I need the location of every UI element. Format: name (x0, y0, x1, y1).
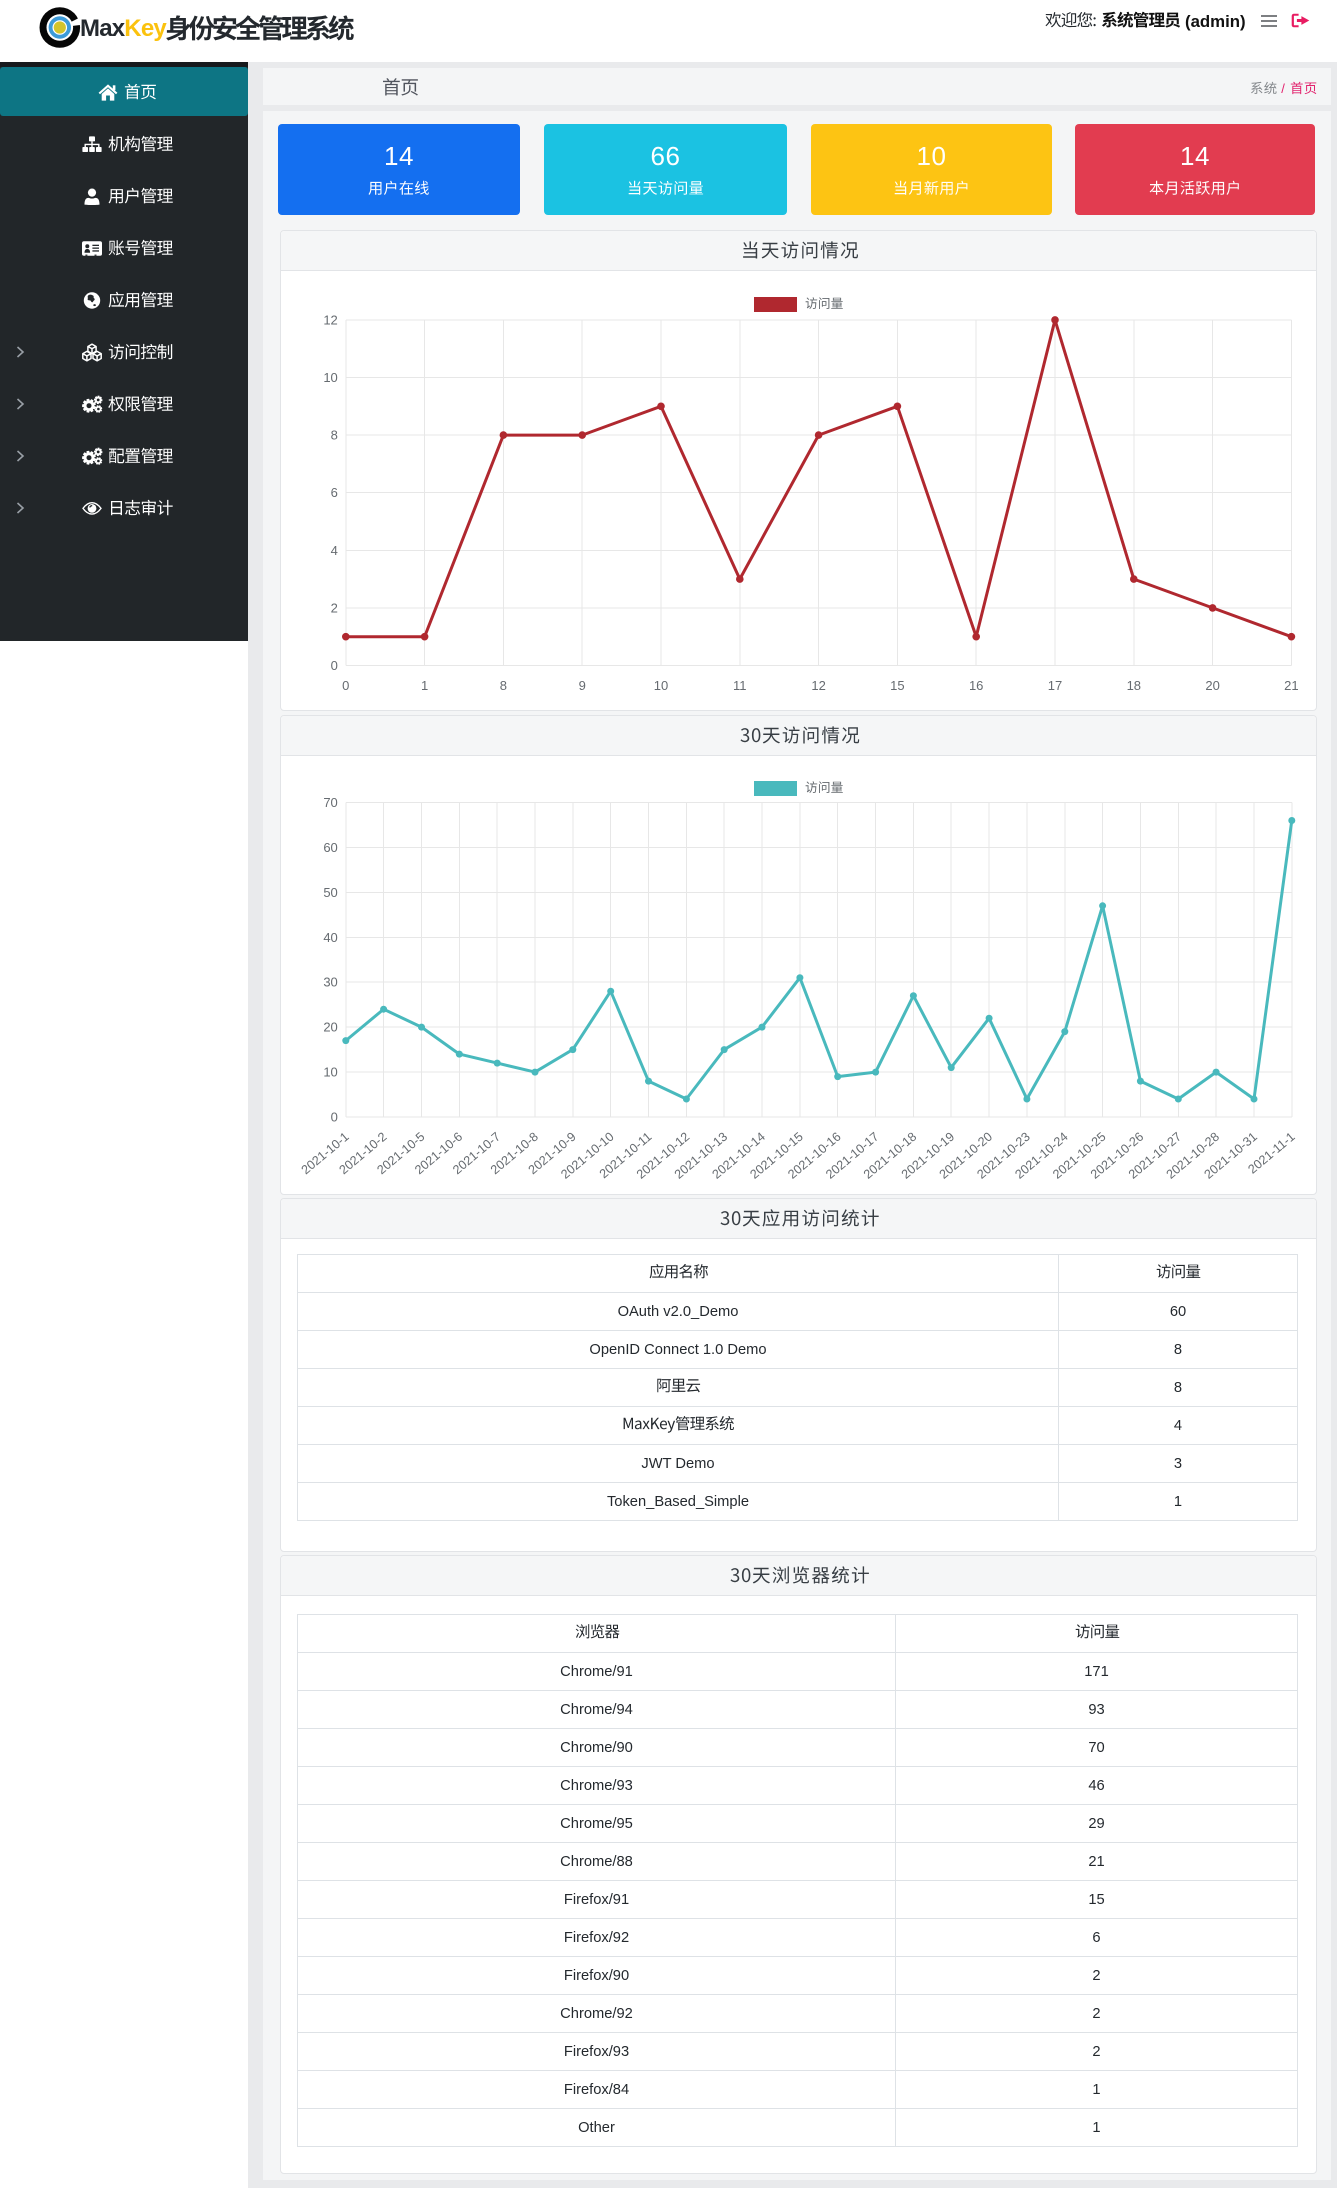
svg-text:6: 6 (331, 485, 338, 500)
svg-text:16: 16 (969, 678, 983, 693)
svg-text:9: 9 (579, 678, 586, 693)
svg-text:50: 50 (323, 885, 337, 900)
svg-text:30: 30 (323, 975, 337, 990)
svg-text:15: 15 (890, 678, 904, 693)
svg-text:12: 12 (323, 312, 337, 327)
svg-text:0: 0 (342, 678, 349, 693)
svg-text:18: 18 (1127, 678, 1141, 693)
svg-text:12: 12 (811, 678, 825, 693)
svg-text:70: 70 (323, 795, 337, 810)
svg-text:8: 8 (331, 428, 338, 443)
svg-text:17: 17 (1048, 678, 1062, 693)
svg-text:1: 1 (421, 678, 428, 693)
svg-text:4: 4 (331, 543, 338, 558)
svg-text:40: 40 (323, 930, 337, 945)
svg-text:8: 8 (500, 678, 507, 693)
svg-text:2: 2 (331, 600, 338, 615)
svg-text:20: 20 (323, 1020, 337, 1035)
svg-text:20: 20 (1205, 678, 1219, 693)
svg-text:21: 21 (1284, 678, 1298, 693)
svg-text:10: 10 (323, 1065, 337, 1080)
svg-text:10: 10 (323, 370, 337, 385)
svg-text:0: 0 (331, 1110, 338, 1125)
svg-text:10: 10 (654, 678, 668, 693)
svg-text:60: 60 (323, 840, 337, 855)
svg-text:0: 0 (331, 658, 338, 673)
svg-text:11: 11 (733, 678, 747, 693)
